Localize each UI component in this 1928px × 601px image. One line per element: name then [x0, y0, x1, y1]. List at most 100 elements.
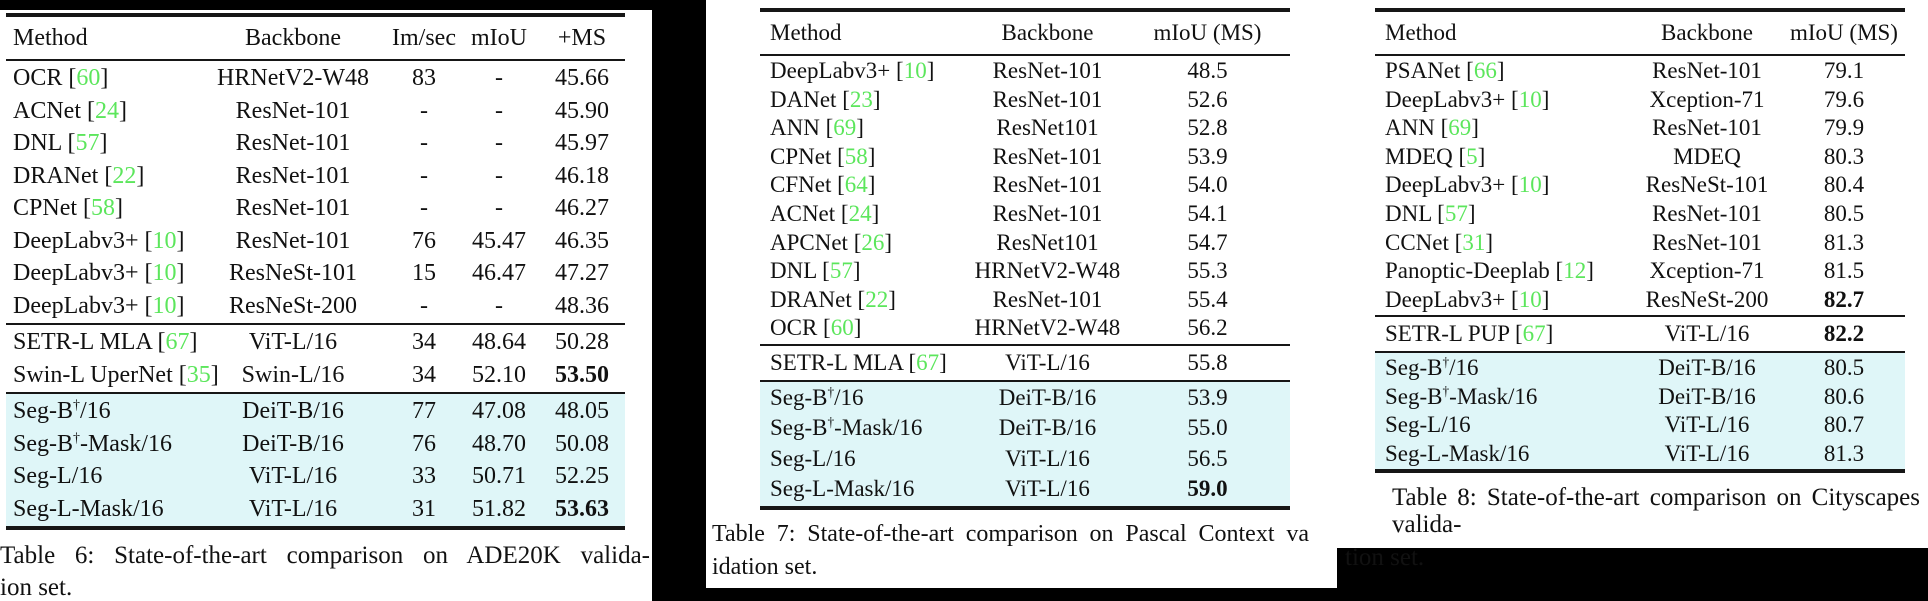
citation-ref[interactable]: 22: [112, 162, 137, 189]
highlighted-row-group: Seg-B†/16 DeiT-B/16 80.5 Seg-B†-Mask/16 DeiT…: [1375, 351, 1905, 470]
table-row: Seg-L-Mask/16 ViT-L/16 59.0: [760, 474, 1290, 505]
table8-caption-line2: tion set.: [1345, 544, 1425, 572]
table-row: MDEQ [5] MDEQ 80.3: [1375, 143, 1905, 172]
method-cell: SETR-L MLA [67]: [770, 349, 947, 375]
metric-cell: 80.5: [1823, 200, 1865, 226]
method-cell: Seg-L-Mask/16: [770, 476, 915, 502]
backbone-cell: ResNeSt-101: [1645, 172, 1769, 198]
citation-ref[interactable]: 24: [848, 200, 872, 226]
citation-ref[interactable]: 26: [861, 229, 885, 255]
method-cell: ANN [69]: [1385, 115, 1479, 141]
column-header: mIoU (MS): [1153, 20, 1262, 45]
metric-cell: 81.3: [1823, 229, 1865, 255]
citation-ref[interactable]: 67: [916, 349, 940, 375]
metric-cell: -: [420, 162, 428, 189]
citation-ref[interactable]: 57: [75, 130, 100, 156]
backbone-cell: HRNetV2-W48: [217, 65, 369, 91]
metric-cell: 46.47: [472, 260, 526, 286]
backbone-cell: ViT-L/16: [1664, 321, 1750, 347]
method-cell: Seg-B†/16: [770, 384, 864, 410]
citation-ref[interactable]: 57: [829, 258, 853, 284]
table8-caption: Table 8: State-of-the-art comparison on …: [1337, 484, 1928, 571]
citation-ref[interactable]: 57: [1444, 200, 1468, 226]
metric-cell: -: [495, 130, 503, 156]
column-header: Backbone: [1661, 20, 1753, 45]
citation-ref[interactable]: 10: [1518, 172, 1542, 198]
method-cell: Seg-B†-Mask/16: [13, 430, 172, 457]
backbone-cell: Swin-L/16: [241, 361, 345, 388]
metric-cell: 76: [412, 430, 436, 457]
backbone-cell: ViT-L/16: [248, 495, 338, 522]
citation-ref[interactable]: 67: [1522, 321, 1546, 347]
method-cell: DRANet [22]: [770, 286, 896, 312]
table-row: DNL [57] ResNet-101 - - 45.97: [6, 127, 625, 160]
table-row: Seg-B†/16 DeiT-B/16 53.9: [760, 383, 1290, 414]
citation-ref[interactable]: 60: [76, 65, 101, 91]
citation-ref[interactable]: 58: [91, 195, 116, 221]
metric-cell: 76: [412, 227, 436, 254]
citation-ref[interactable]: 22: [865, 286, 889, 312]
metric-cell: 31: [412, 495, 436, 522]
citation-ref[interactable]: 23: [849, 86, 873, 112]
citation-ref[interactable]: 10: [1518, 86, 1542, 112]
citation-ref[interactable]: 10: [152, 292, 177, 319]
method-cell: Seg-L/16: [1385, 412, 1471, 438]
backbone-cell: ResNet-101: [235, 97, 351, 124]
column-header: Im/sec: [392, 25, 456, 51]
method-cell: Seg-B†-Mask/16: [1385, 383, 1538, 409]
table6-caption-line2: ion set.: [0, 574, 73, 601]
table-row: Swin-L UperNet [35] Swin-L/16 34 52.10 53.50: [6, 359, 625, 392]
metric-cell: 59.0: [1187, 476, 1228, 502]
citation-ref[interactable]: 69: [1448, 115, 1472, 141]
citation-ref[interactable]: 10: [1518, 286, 1542, 312]
metric-cell: 47.27: [555, 260, 609, 286]
citation-ref[interactable]: 12: [1563, 258, 1587, 284]
citation-ref[interactable]: 5: [1466, 143, 1478, 169]
citation-ref[interactable]: 24: [95, 97, 119, 124]
citation-ref[interactable]: 35: [186, 361, 211, 388]
metric-cell: 82.2: [1823, 321, 1865, 347]
citation-ref[interactable]: 58: [844, 143, 868, 169]
cityscapes-table: Method Backbone mIoU (MS) PSANet [66] ResNe…: [1375, 8, 1905, 474]
backbone-cell: HRNetV2-W48: [974, 258, 1121, 284]
citation-ref[interactable]: 10: [903, 58, 927, 83]
table7-caption: Table 7: State-of-the-art comparison on …: [712, 521, 1309, 581]
backbone-cell: ViT-L/16: [1005, 349, 1090, 375]
method-cell: OCR [60]: [13, 65, 109, 91]
row-group: PSANet [66] ResNet-101 79.1 DeepLabv3+ [10]…: [1375, 56, 1905, 315]
method-cell: ACNet [24]: [770, 200, 880, 226]
metric-cell: 81.3: [1823, 440, 1865, 466]
metric-cell: 45.90: [555, 97, 609, 124]
row-group: SETR-L MLA [67] ViT-L/16 34 48.64 50.28 Swin-…: [6, 323, 625, 392]
metric-cell: -: [495, 65, 503, 91]
metric-cell: 48.05: [555, 398, 609, 424]
backbone-cell: ResNet101: [996, 115, 1099, 141]
ade20k-table: Method Backbone Im/sec mIoU +MS OCR [60] HRNe…: [6, 13, 625, 530]
table-row: DNL [57] HRNetV2-W48 55.3: [760, 257, 1290, 286]
row-group: SETR-L PUP [67] ViT-L/16 82.2: [1375, 315, 1905, 351]
table-header-row: Method Backbone mIoU (MS): [760, 12, 1290, 56]
citation-ref[interactable]: 64: [844, 172, 868, 198]
citation-ref[interactable]: 69: [833, 115, 857, 141]
method-cell: OCR [60]: [770, 315, 862, 341]
method-cell: CPNet [58]: [770, 143, 876, 169]
metric-cell: 80.5: [1823, 355, 1865, 381]
metric-cell: 56.5: [1187, 445, 1228, 471]
backbone-cell: ResNeSt-200: [229, 292, 357, 319]
table-row: ANN [69] ResNet-101 79.9: [1375, 114, 1905, 143]
method-cell: CCNet [31]: [1385, 229, 1493, 255]
citation-ref[interactable]: 31: [1462, 229, 1486, 255]
citation-ref[interactable]: 67: [165, 329, 190, 355]
citation-ref[interactable]: 10: [152, 260, 177, 286]
method-cell: Seg-L/16: [770, 445, 856, 471]
method-cell: DNL [57]: [13, 130, 108, 156]
table-body: DeepLabv3+ [10] ResNet-101 48.5 DANet [23] R…: [760, 56, 1290, 506]
citation-ref[interactable]: 66: [1473, 58, 1497, 83]
method-cell: Panoptic-Deeplab [12]: [1385, 258, 1594, 284]
metric-cell: 56.2: [1187, 315, 1228, 341]
table7-caption-line2: idation set.: [712, 553, 818, 580]
citation-ref[interactable]: 10: [152, 227, 177, 254]
backbone-cell: DeiT-B/16: [998, 384, 1097, 410]
citation-ref[interactable]: 60: [830, 315, 854, 341]
table-row: Seg-L-Mask/16 ViT-L/16 81.3: [1375, 440, 1905, 469]
